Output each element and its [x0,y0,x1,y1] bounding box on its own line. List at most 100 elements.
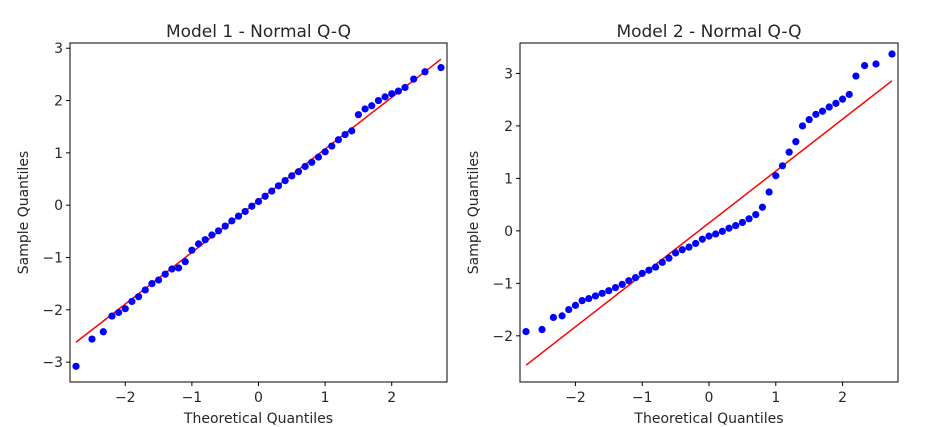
sample-point [812,110,820,118]
sample-point [872,60,880,68]
sample-point [578,297,586,305]
sample-point [785,148,793,156]
sample-point [651,263,660,271]
x-tick-label-1: −2 [115,390,136,406]
sample-point [234,212,243,220]
sample-point [778,162,787,170]
sample-point [861,61,869,70]
sample-point [314,153,323,161]
x-tick-label-2: −1 [632,390,653,406]
sample-point [394,87,402,95]
sample-point [598,289,606,297]
sample-point [678,246,686,254]
x-tick-label-1: 0 [254,390,263,406]
sample-point [522,328,530,336]
chart-title-2: Model 2 - Normal Q-Q [616,22,801,42]
sample-point [838,95,847,103]
sample-point [261,192,269,200]
sample-point [188,246,196,254]
sample-point [72,362,80,370]
panel-model-2: −2 −1 0 1 2 −2 −1 0 1 2 3 Model 2 - Normal Q-Q Th… [466,22,899,427]
sample-point [274,182,283,190]
sample-point [752,210,760,219]
sample-point [758,203,767,211]
sample-point [745,215,753,223]
sample-point [181,258,189,266]
y-axis-label-2: Sample Quantiles [466,151,482,274]
sample-point [825,103,833,111]
y-tick-label-2: −1 [492,276,513,292]
y-tick-label-1: 0 [54,198,63,214]
sample-point [99,328,107,336]
sample-point [115,308,123,317]
sample-point [154,276,163,284]
sample-point [605,287,613,295]
sample-point [645,266,653,274]
y-tick-label-2: 2 [504,119,513,135]
x-tick-label-1: 2 [387,390,396,406]
sample-points-2 [522,50,896,336]
sample-point [168,265,176,273]
sample-point [538,325,546,334]
sample-point [248,202,256,210]
sample-point [698,235,706,243]
x-ticks-1: −2 −1 0 1 2 [115,382,396,406]
sample-points-1 [72,63,445,370]
sample-point [194,240,203,248]
sample-point [798,122,807,130]
sample-point [765,188,773,196]
sample-point [254,197,263,206]
sample-point [738,218,746,227]
sample-point [549,313,557,322]
sample-point [818,107,827,115]
sample-point [208,231,216,239]
sample-point [792,138,800,146]
sample-point [294,168,303,176]
sample-point [268,187,276,195]
sample-point [88,335,96,343]
sample-point [832,99,840,107]
y-tick-label-1: −2 [42,303,63,319]
y-ticks-1: −3 −2 −1 0 1 2 3 [42,41,70,371]
sample-point [201,236,209,244]
x-tick-label-1: 1 [321,390,330,406]
x-tick-label-2: 1 [771,390,780,406]
x-tick-label-2: −2 [565,390,586,406]
sample-point [888,50,896,58]
sample-point [121,305,129,313]
sample-point [638,269,646,277]
sample-point [141,286,149,294]
sample-point [108,312,116,320]
y-tick-label-1: 3 [54,41,63,57]
sample-point [772,172,780,180]
sample-point [725,224,733,232]
sample-point [281,176,289,185]
sample-point [625,277,633,285]
sample-point [805,116,813,124]
sample-point [368,102,376,110]
sample-point [685,243,693,251]
reference-line-2 [525,80,893,366]
sample-point [845,90,853,99]
sample-point [705,232,713,240]
plot-area-2 [520,43,898,382]
sample-point [388,90,396,98]
sample-point [334,136,343,144]
y-tick-label-2: −2 [492,329,513,345]
sample-point [410,75,418,83]
sample-point [558,312,566,320]
sample-point [128,297,136,306]
sample-point [228,217,236,225]
y-tick-label-1: −3 [42,355,63,371]
sample-point [354,111,363,119]
x-tick-label-2: 0 [705,390,714,406]
sample-point [241,207,249,216]
sample-point [374,96,382,105]
reference-line-2 [525,80,893,366]
sample-point [437,63,445,72]
sample-point [328,142,336,150]
sample-point [565,305,573,314]
y-ticks-2: −2 −1 0 1 2 3 [492,66,520,345]
x-ticks-2: −2 −1 0 1 2 [565,382,847,406]
